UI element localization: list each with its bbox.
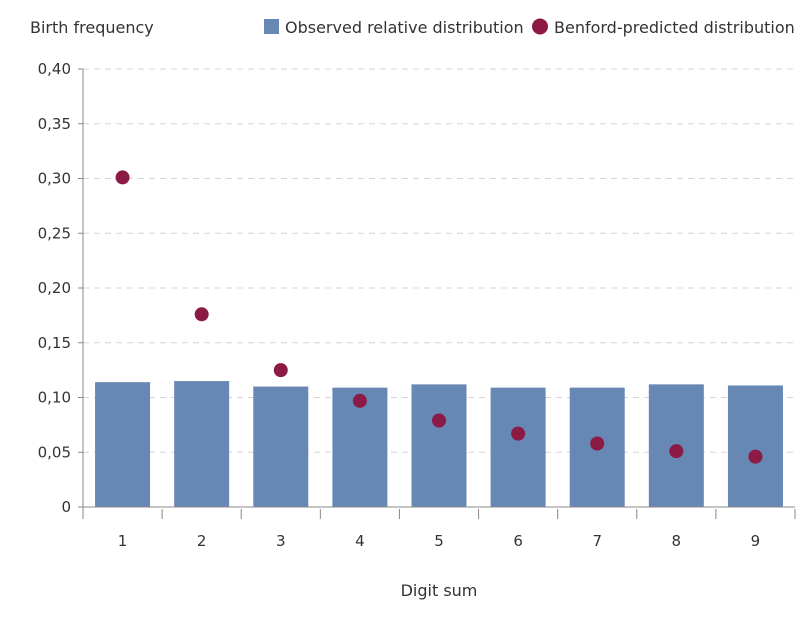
y-tick-label: 0,20 <box>38 279 71 297</box>
dot-benford <box>115 170 130 185</box>
dot-benford <box>590 436 605 451</box>
dot-benford <box>748 449 763 464</box>
x-tick-label: 2 <box>197 532 207 550</box>
x-tick-label: 8 <box>672 532 682 550</box>
dot-benford <box>352 393 367 408</box>
dot-benford <box>194 307 209 322</box>
y-tick-label: 0,25 <box>38 224 71 242</box>
y-tick-label: 0,10 <box>38 389 71 407</box>
legend-swatch-observed <box>264 19 279 34</box>
bar-observed <box>727 385 783 507</box>
dot-benford <box>432 413 446 428</box>
y-tick-label: 0,35 <box>38 115 71 133</box>
dot-benford <box>669 444 684 459</box>
legend-label-observed: Observed relative distribution <box>285 18 524 37</box>
x-tick-label: 4 <box>355 532 365 550</box>
x-tick-label: 6 <box>513 532 523 550</box>
y-tick-label: 0,30 <box>38 170 71 188</box>
y-tick-label: 0,05 <box>38 443 71 461</box>
x-tick-label: 5 <box>434 532 444 550</box>
bar-observed <box>174 381 230 507</box>
x-tick-label: 7 <box>592 532 602 550</box>
dot-benford <box>273 363 288 378</box>
y-tick-label: 0,40 <box>38 60 71 78</box>
x-axis-label: Digit sum <box>401 581 478 600</box>
x-tick-label: 9 <box>751 532 761 550</box>
legend-label-benford: Benford-predicted distribution <box>554 18 795 37</box>
dot-benford <box>511 426 526 441</box>
y-axis-label: Birth frequency <box>30 18 154 37</box>
legend-swatch-benford <box>532 18 548 35</box>
bar-observed <box>95 382 151 507</box>
x-tick-label: 3 <box>276 532 286 550</box>
x-tick-label: 1 <box>118 532 128 550</box>
y-tick-label: 0 <box>61 498 71 516</box>
y-tick-label: 0,15 <box>38 334 71 352</box>
legend: Observed relative distribution Benford-p… <box>264 18 795 37</box>
bar-observed <box>490 387 546 507</box>
bar-observed <box>253 386 309 507</box>
bar-observed <box>411 384 467 507</box>
